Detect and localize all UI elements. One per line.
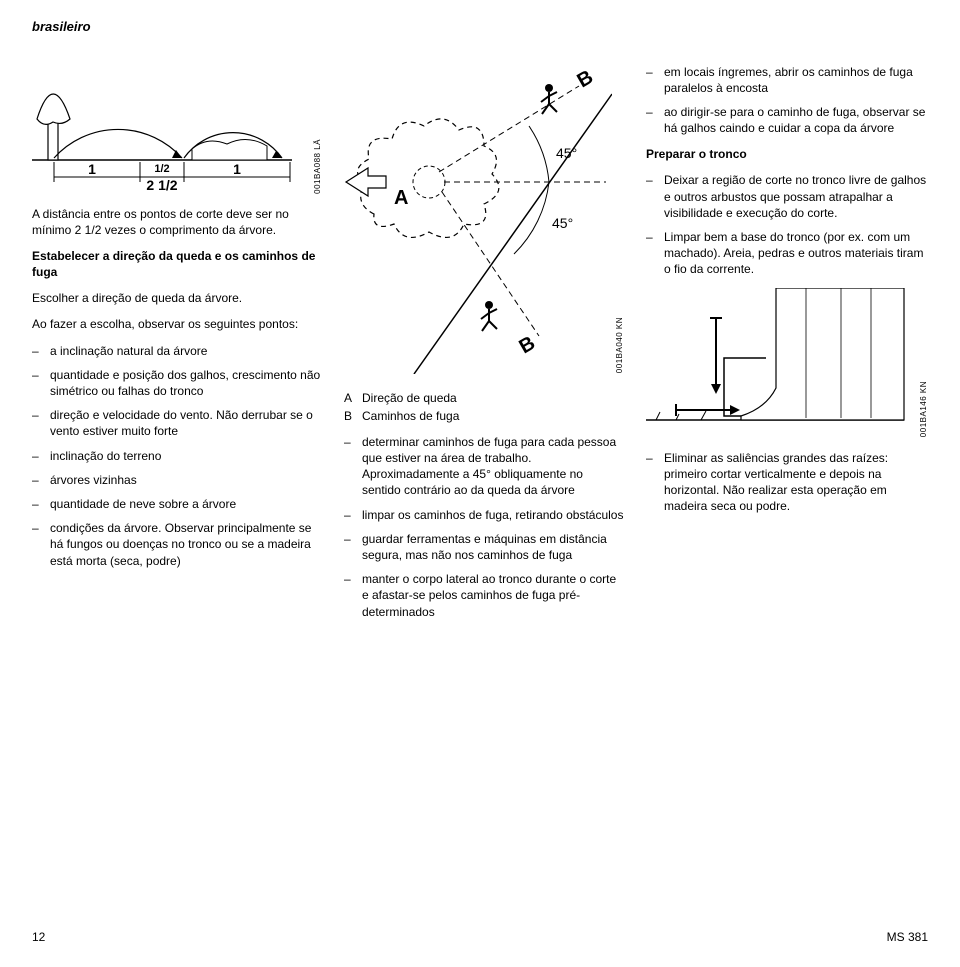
legend-text-b: Caminhos de fuga [362, 408, 459, 424]
text-escolher: Escolher a direção de queda da árvore. [32, 290, 322, 306]
figure-root-cut: 001BA146 KN [646, 288, 928, 438]
list-item: quantidade de neve sobre a árvore [32, 496, 322, 512]
heading-preparar: Preparar o tronco [646, 146, 928, 162]
list-item: quantidade e posição dos galhos, crescim… [32, 367, 322, 399]
list-item: inclinação do terreno [32, 448, 322, 464]
list-top: em locais íngremes, abrir os caminhos de… [646, 64, 928, 137]
tree-distance-svg: 1 1/2 1 2 1/2 [32, 64, 312, 194]
list-mid: Deixar a região de corte no tronco livre… [646, 172, 928, 277]
svg-text:2 1/2: 2 1/2 [146, 177, 177, 193]
list-item: guardar ferramentas e máquinas em distân… [344, 531, 624, 563]
column-1: 1 1/2 1 2 1/2 001BA088 LÄ A distância en… [32, 64, 322, 630]
legend-key-a: A [344, 390, 362, 406]
svg-text:A: A [394, 187, 408, 209]
list-item: manter o corpo lateral ao tronco durante… [344, 571, 624, 620]
list-item: direção e velocidade do vento. Não derru… [32, 407, 322, 439]
figure-code: 001BA040 KN [615, 317, 626, 373]
page-footer: 12 MS 381 [32, 929, 928, 945]
list-item: limpar os caminhos de fuga, retirando ob… [344, 507, 624, 523]
column-3: em locais íngremes, abrir os caminhos de… [646, 64, 928, 630]
escape-paths-svg: A 45° 45° B [344, 64, 612, 374]
figure-escape-paths: A 45° 45° B [344, 64, 624, 374]
list-bot: Eliminar as saliências grandes das raíze… [646, 450, 928, 515]
svg-text:B: B [574, 66, 598, 92]
legend-ab: A Direção de queda B Caminhos de fuga [344, 390, 624, 424]
text-aofazer: Ao fazer a escolha, observar os seguinte… [32, 316, 322, 332]
svg-text:1: 1 [88, 161, 96, 177]
list-caminhos: determinar caminhos de fuga para cada pe… [344, 434, 624, 620]
page-number: 12 [32, 929, 45, 945]
list-item: árvores vizinhas [32, 472, 322, 488]
model-label: MS 381 [887, 929, 928, 945]
list-item: Deixar a região de corte no tronco livre… [646, 172, 928, 221]
svg-text:1: 1 [233, 161, 241, 177]
list-item: a inclinação natural da árvore [32, 343, 322, 359]
legend-text-a: Direção de queda [362, 390, 457, 406]
list-escolha-pontos: a inclinação natural da árvore quantidad… [32, 343, 322, 569]
figure-code: 001BA146 KN [919, 381, 930, 437]
list-item: determinar caminhos de fuga para cada pe… [344, 434, 624, 499]
page-header: brasileiro [32, 18, 928, 36]
root-cut-svg [646, 288, 914, 438]
list-item: ao dirigir-se para o caminho de fuga, ob… [646, 104, 928, 136]
list-item: em locais íngremes, abrir os caminhos de… [646, 64, 928, 96]
list-item: Limpar bem a base do tronco (por ex. com… [646, 229, 928, 278]
column-2: A 45° 45° B [344, 64, 624, 630]
list-item: condições da árvore. Observar principalm… [32, 520, 322, 569]
heading-estabelecer: Estabelecer a direção da queda e os cami… [32, 248, 322, 280]
svg-text:B: B [516, 332, 540, 358]
figure-code: 001BA088 LÄ [313, 139, 324, 194]
svg-text:45°: 45° [552, 215, 573, 231]
content-columns: 1 1/2 1 2 1/2 001BA088 LÄ A distância en… [32, 64, 928, 630]
legend-key-b: B [344, 408, 362, 424]
figure-tree-distance: 1 1/2 1 2 1/2 001BA088 LÄ [32, 64, 322, 194]
text-distance: A distância entre os pontos de corte dev… [32, 206, 322, 238]
svg-text:45°: 45° [556, 145, 577, 161]
list-item: Eliminar as saliências grandes das raíze… [646, 450, 928, 515]
svg-text:1/2: 1/2 [154, 163, 169, 175]
